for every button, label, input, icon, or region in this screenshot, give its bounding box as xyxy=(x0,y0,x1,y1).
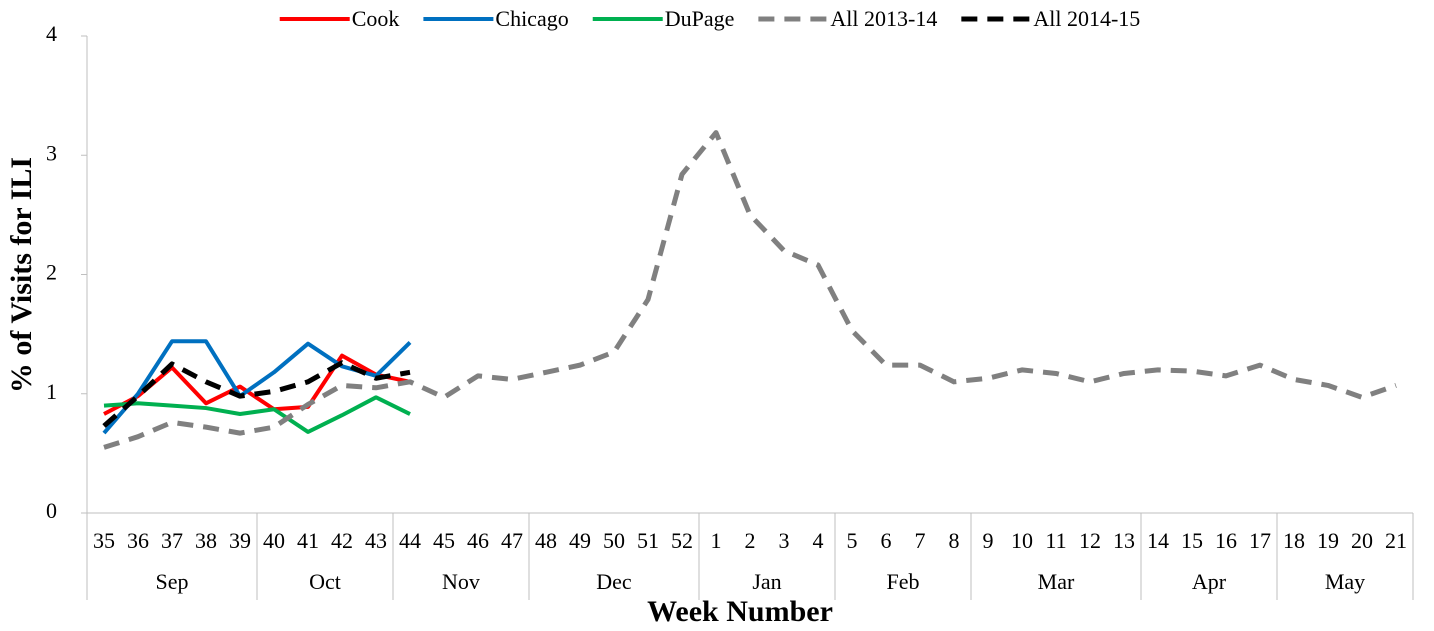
x-tick-label: 15 xyxy=(1181,528,1203,553)
x-tick-label: 37 xyxy=(161,528,183,553)
x-tick-label: 20 xyxy=(1351,528,1373,553)
legend-label: Chicago xyxy=(495,6,568,31)
x-tick-label: 5 xyxy=(847,528,858,553)
x-tick-label: 50 xyxy=(603,528,625,553)
y-tick-label: 2 xyxy=(46,260,57,285)
x-tick-label: 41 xyxy=(297,528,319,553)
x-tick-label: 2 xyxy=(745,528,756,553)
x-tick-label: 45 xyxy=(433,528,455,553)
x-tick-label: 16 xyxy=(1215,528,1237,553)
x-tick-label: 21 xyxy=(1385,528,1407,553)
x-group-label: Mar xyxy=(1038,569,1075,594)
x-group-label: Apr xyxy=(1192,569,1227,594)
x-group-label: Sep xyxy=(156,569,189,594)
x-group-label: Dec xyxy=(596,569,632,594)
y-tick-label: 4 xyxy=(46,21,57,46)
x-group-label: Jan xyxy=(752,569,781,594)
legend-label: Cook xyxy=(352,6,400,31)
series-line xyxy=(102,360,411,428)
x-tick-label: 51 xyxy=(637,528,659,553)
x-tick-label: 7 xyxy=(915,528,926,553)
x-tick-label: 13 xyxy=(1113,528,1135,553)
x-tick-label: 40 xyxy=(263,528,285,553)
x-tick-label: 44 xyxy=(399,528,421,553)
x-tick-label: 47 xyxy=(501,528,523,553)
x-tick-label: 3 xyxy=(779,528,790,553)
x-tick-label: 8 xyxy=(949,528,960,553)
y-tick-label: 3 xyxy=(46,140,57,165)
x-tick-label: 42 xyxy=(331,528,353,553)
x-tick-label: 4 xyxy=(813,528,824,553)
x-tick-label: 17 xyxy=(1249,528,1271,553)
x-tick-label: 11 xyxy=(1045,528,1066,553)
x-tick-label: 38 xyxy=(195,528,217,553)
series-line xyxy=(103,130,1397,450)
y-tick-label: 1 xyxy=(46,379,57,404)
x-tick-label: 35 xyxy=(93,528,115,553)
x-group-label: Nov xyxy=(442,569,480,594)
x-tick-label: 52 xyxy=(671,528,693,553)
x-tick-label: 9 xyxy=(983,528,994,553)
x-tick-label: 6 xyxy=(881,528,892,553)
x-tick-label: 19 xyxy=(1317,528,1339,553)
x-tick-label: 43 xyxy=(365,528,387,553)
x-tick-label: 10 xyxy=(1011,528,1033,553)
x-tick-label: 14 xyxy=(1147,528,1169,553)
series-line xyxy=(103,395,411,434)
x-group-label: Feb xyxy=(887,569,920,594)
x-tick-label: 39 xyxy=(229,528,251,553)
x-tick-label: 12 xyxy=(1079,528,1101,553)
x-tick-label: 1 xyxy=(711,528,722,553)
x-tick-label: 48 xyxy=(535,528,557,553)
legend-label: All 2014-15 xyxy=(1033,6,1140,31)
x-group-label: Oct xyxy=(309,569,341,594)
y-axis-title: % of Visits for ILI xyxy=(5,157,38,393)
legend-label: All 2013-14 xyxy=(830,6,937,31)
x-axis-title: Week Number xyxy=(647,595,833,628)
legend-label: DuPage xyxy=(665,6,735,31)
y-tick-label: 0 xyxy=(46,498,57,523)
x-tick-label: 18 xyxy=(1283,528,1305,553)
x-tick-label: 46 xyxy=(467,528,489,553)
x-tick-label: 49 xyxy=(569,528,591,553)
x-group-label: May xyxy=(1325,569,1365,594)
x-tick-label: 36 xyxy=(127,528,149,553)
